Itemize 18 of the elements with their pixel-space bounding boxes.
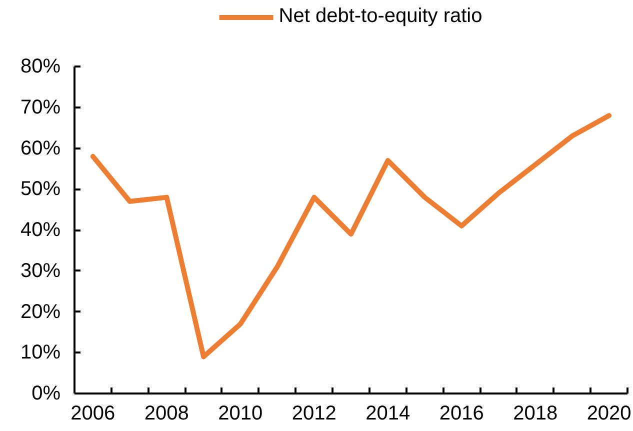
y-tick-label: 20% [20, 300, 61, 323]
x-tick-label: 2008 [144, 402, 189, 424]
x-tick-label: 2016 [439, 402, 484, 424]
x-tick-label: 2020 [586, 402, 632, 424]
y-tick-label: 40% [20, 219, 61, 241]
y-tick-label: 50% [20, 178, 61, 200]
y-tick-label: 10% [20, 342, 61, 364]
x-tick-label: 2012 [292, 402, 336, 424]
x-tick-label: 2010 [218, 402, 263, 424]
y-tick-label: 60% [20, 137, 61, 160]
y-tick-label: 30% [20, 260, 61, 282]
y-tick-label: 80% [20, 56, 61, 78]
x-tick-label: 2006 [70, 402, 116, 424]
y-tick-label: 70% [20, 96, 61, 118]
x-tick-label: 2014 [366, 402, 410, 424]
legend-label: Net debt-to-equity ratio [278, 5, 482, 28]
x-tick-label: 2018 [513, 402, 558, 424]
y-tick-label: 0% [32, 382, 61, 404]
